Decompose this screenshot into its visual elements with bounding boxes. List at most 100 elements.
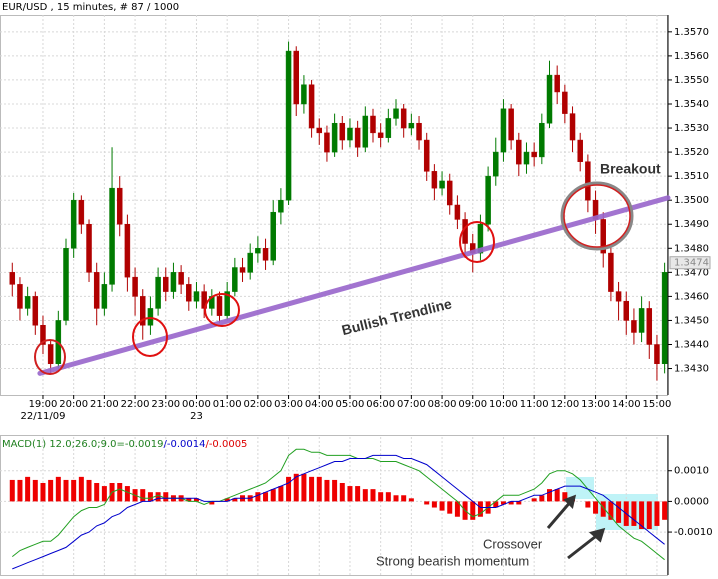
histogram-bar (362, 489, 368, 502)
x-tick-label: 23:00 (151, 399, 180, 410)
histogram-bar (186, 498, 192, 502)
candle-body (232, 267, 238, 292)
histogram-bar (616, 501, 622, 523)
histogram-bar (401, 495, 407, 502)
y-tick-label: 1.3480 (674, 243, 709, 254)
candle-body (262, 248, 269, 261)
x-tick-label: 03:00 (274, 399, 303, 410)
candle-body (86, 223, 92, 273)
date-label: 23 (190, 411, 203, 422)
y-tick-label: 1.3430 (674, 364, 709, 375)
x-tick-label: 01:00 (213, 399, 242, 410)
highlight-circle (459, 221, 495, 263)
histogram-bar (270, 489, 276, 502)
candle-body (385, 118, 392, 138)
histogram-bar (547, 489, 553, 502)
candle-body (78, 199, 85, 225)
histogram-bar (639, 501, 645, 529)
y-tick-label: 0.0010 (674, 466, 709, 477)
arrow (546, 494, 577, 529)
histogram-bar (94, 483, 100, 502)
candle-body (32, 296, 39, 326)
candle-body (416, 122, 422, 141)
histogram-bar (78, 476, 84, 502)
histogram-bar (316, 476, 322, 502)
candle-body (654, 344, 660, 364)
macd-title: MACD(1) 12.0;26.0;9.0=-0.0019/-0.0014/-0… (2, 439, 247, 450)
candle-body (17, 284, 23, 309)
candle-body (109, 187, 115, 285)
histogram-bar (554, 489, 560, 502)
histogram-bar (55, 476, 61, 502)
histogram-bar (654, 501, 660, 526)
histogram-bar (193, 498, 199, 502)
y-tick-label: 1.3550 (674, 75, 709, 86)
candle-body (193, 291, 200, 302)
x-tick-label: 20:00 (59, 399, 88, 410)
histogram-bar (370, 489, 376, 502)
candle-body (124, 223, 131, 278)
histogram-bar (439, 501, 445, 511)
histogram-bar (393, 495, 399, 502)
histogram-bar (117, 483, 123, 502)
candle-body (331, 122, 338, 153)
histogram-bar (470, 501, 476, 520)
macd-line (12, 454, 665, 570)
annotation: Breakout (600, 161, 661, 177)
candle-body (101, 284, 108, 309)
macd-line (11, 448, 665, 561)
histogram-bar (40, 483, 46, 502)
histogram-bar (224, 498, 230, 502)
x-tick-label: 00:00 (182, 399, 211, 410)
histogram-bar (454, 501, 460, 517)
candle-body (562, 91, 568, 114)
histogram-bar (48, 479, 54, 502)
candle-body (147, 308, 154, 326)
candle-body (216, 296, 223, 316)
candle-body (585, 161, 591, 201)
candle-body (477, 223, 484, 254)
candle-body (40, 325, 46, 345)
candle-body (631, 320, 637, 333)
candle-body (454, 204, 461, 220)
highlight-circle (563, 184, 631, 248)
histogram-bar (339, 483, 345, 502)
candle-body (600, 219, 606, 254)
histogram-bar (562, 492, 568, 502)
histogram-bar (101, 486, 107, 502)
x-tick-label: 19:00 (29, 399, 58, 410)
y-tick-label: 1.3570 (674, 27, 709, 38)
candle-body (439, 180, 445, 189)
x-tick-label: 12:00 (550, 399, 579, 410)
x-tick-label: 21:00 (90, 399, 119, 410)
candle-body (431, 171, 438, 189)
histogram-bar (155, 492, 161, 502)
histogram-bar (63, 479, 69, 502)
signal-value: /-0.0014 (163, 439, 205, 450)
highlight-circle (204, 293, 240, 327)
candle-body (615, 291, 622, 302)
histogram-bar (539, 495, 545, 502)
histogram-bar (608, 501, 614, 520)
candle-body (255, 248, 261, 254)
candle-body (347, 127, 353, 141)
candle-body (63, 248, 69, 321)
date-label: 22/11/09 (21, 411, 66, 422)
x-tick-label: 15:00 (643, 399, 672, 410)
x-tick-label: 22:00 (121, 399, 150, 410)
candle-body (661, 272, 668, 364)
candle-body (178, 272, 184, 285)
histogram-bar (25, 476, 31, 502)
histogram-bar (493, 501, 499, 508)
candle-body (493, 151, 499, 177)
candle-body (638, 308, 645, 333)
candle-body (308, 84, 315, 129)
candle-body (531, 151, 537, 158)
histogram-bar (140, 489, 146, 502)
candle-body (301, 84, 307, 105)
candle-body (139, 296, 146, 326)
histogram-bar (646, 501, 652, 529)
x-tick-label: 04:00 (305, 399, 334, 410)
candle-body (116, 187, 123, 225)
